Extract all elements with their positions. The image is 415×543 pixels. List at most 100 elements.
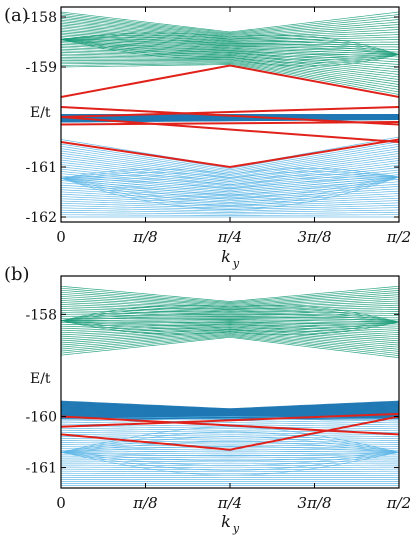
band-line <box>61 183 399 197</box>
band-line <box>61 327 399 340</box>
band-line <box>61 335 399 356</box>
band-line <box>61 329 399 344</box>
band-line <box>61 298 399 309</box>
band-cross-line <box>61 440 399 453</box>
band-cross-line <box>61 436 399 453</box>
band-line <box>61 468 399 471</box>
y-tick-label: -161 <box>26 160 57 176</box>
band-line <box>61 11 399 33</box>
band-line <box>61 13 399 34</box>
band-cross-line <box>61 39 399 61</box>
x-tick-label: π/8 <box>132 228 157 246</box>
band-cross-line <box>61 38 399 55</box>
band-line <box>61 171 399 190</box>
band-cross-line <box>61 176 399 207</box>
band-line <box>61 316 399 319</box>
band-line <box>61 53 399 78</box>
band-line <box>61 458 399 461</box>
band-cross-line <box>61 451 399 476</box>
band-cross-line <box>61 445 399 453</box>
band-line <box>61 285 399 302</box>
band-cross-line <box>61 450 399 453</box>
band-cross-line <box>61 34 399 55</box>
band-line <box>61 287 399 303</box>
band-line <box>61 64 399 98</box>
band-cross-line <box>61 320 399 327</box>
band-line <box>61 61 399 90</box>
band-line <box>61 202 399 209</box>
band-cross-line <box>61 176 399 186</box>
band-cross-line <box>61 305 399 323</box>
band-line <box>61 211 399 215</box>
y-axis-label: E/t <box>30 371 51 387</box>
band-line <box>61 446 399 449</box>
band-line <box>61 197 399 206</box>
band-middle <box>61 400 399 420</box>
band-line <box>61 14 399 35</box>
x-tick-label: 3π/8 <box>298 494 332 512</box>
band-cross-line <box>61 451 399 457</box>
band-cross-line <box>61 451 399 466</box>
band-cross-line <box>61 316 399 323</box>
band-line <box>61 181 399 196</box>
band-cross-line <box>61 32 399 55</box>
band-cross-line <box>61 319 399 323</box>
band-line <box>61 416 399 420</box>
band-line <box>61 456 399 459</box>
band-line <box>61 314 399 317</box>
panel-a: 0 π/8 π/4 3π/8 π/2 -158 -159 -161 -162 E/t k y (a) <box>4 5 411 270</box>
band-line <box>61 164 399 185</box>
band-line <box>61 442 399 445</box>
band-cross-line <box>61 431 399 453</box>
band-line <box>61 334 399 354</box>
band-line <box>61 434 399 437</box>
y-tick-label: -161 <box>26 461 57 477</box>
edge-state-line <box>61 106 399 118</box>
band-line <box>61 26 399 41</box>
band-cross-line <box>61 310 399 323</box>
band-line <box>61 293 399 307</box>
band-line <box>61 141 399 171</box>
band-line <box>61 209 399 213</box>
band-cross-line <box>61 167 399 179</box>
band-cross-line <box>61 176 399 189</box>
band-cross-line <box>61 39 399 55</box>
band-cross-line <box>61 307 399 323</box>
band-line <box>61 21 399 39</box>
band-line <box>61 452 399 455</box>
band-line <box>61 444 399 447</box>
edge-state-line <box>61 415 399 451</box>
band-cross-line <box>61 176 399 200</box>
edge-state-line <box>61 64 399 98</box>
x-tick-label: π/4 <box>217 228 242 246</box>
x-tick-label: π/2 <box>386 228 411 246</box>
band-cross-line <box>61 313 399 323</box>
band-line <box>61 333 399 352</box>
x-axis-label-subscript: y <box>232 522 240 535</box>
band-upper <box>61 11 399 98</box>
y-tick-label: -158 <box>26 10 57 26</box>
band-line <box>61 214 399 216</box>
band-line <box>61 55 399 80</box>
band-line <box>61 291 399 306</box>
band-line <box>61 167 399 187</box>
band-cross-line <box>61 39 399 64</box>
y-axis-label: E/t <box>30 105 51 121</box>
band-line <box>61 304 399 312</box>
band-line <box>61 312 399 316</box>
band-line <box>61 432 399 436</box>
band-cross-line <box>61 176 399 203</box>
band-line <box>61 44 399 63</box>
band-line <box>61 56 399 83</box>
band-cross-line <box>61 176 399 210</box>
x-axis-label: k <box>221 512 231 531</box>
band-line <box>61 63 399 95</box>
band-line <box>61 336 399 359</box>
band-cross-line <box>61 451 399 461</box>
band-cross-line <box>61 320 399 333</box>
x-axis-label-subscript: y <box>232 257 240 270</box>
band-cross-line <box>61 176 399 196</box>
band-line <box>61 462 399 465</box>
band-cross-line <box>61 36 399 55</box>
